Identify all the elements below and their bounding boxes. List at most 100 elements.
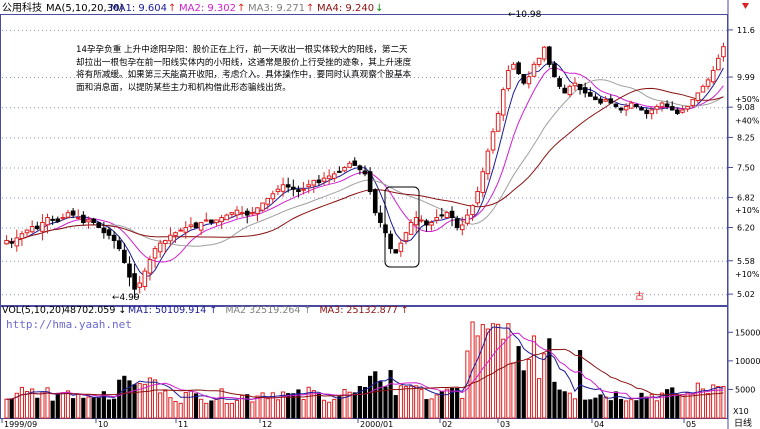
grid-dot [362,294,363,296]
candle-body [265,197,271,205]
candle-body [152,248,158,259]
candle-body [526,76,532,85]
grid-dot [94,227,95,229]
grid-dot [714,197,715,199]
grid-dot [10,167,11,169]
grid-dot [146,294,147,296]
grid-dot [382,77,383,79]
grid-dot [306,77,307,79]
grid-dot [190,77,191,79]
grid-dot [602,227,603,229]
volume-bar [14,392,19,419]
grid-dot [610,260,611,262]
candle-body [634,104,639,107]
volume-bar [475,335,480,419]
candle-body [40,221,45,232]
grid-dot [214,77,215,79]
grid-dot [698,227,699,229]
volume-bar [357,386,362,419]
candle-body [644,109,649,114]
grid-dot [130,260,131,262]
candle-body [296,189,301,193]
grid-dot [530,107,531,109]
volume-bar [485,328,490,419]
grid-dot [498,77,499,79]
grid-dot [566,197,567,199]
grid-dot [270,107,271,109]
candle-body [669,106,675,111]
grid-dot [66,227,67,229]
grid-dot [314,107,315,109]
grid-dot [714,294,715,296]
grid-dot [38,29,39,31]
grid-dot [338,197,339,199]
candle-body [541,46,547,60]
grid-dot [78,107,79,109]
candle-body [19,233,25,239]
grid-dot [126,137,127,139]
grid-dot [406,137,407,139]
grid-dot [230,260,231,262]
grid-dot [514,197,515,199]
grid-dot [34,29,35,31]
grid-dot [54,107,55,109]
grid-dot [334,167,335,169]
candle-body [316,179,322,184]
grid-dot [630,294,631,296]
grid-dot [706,167,707,169]
grid-dot [438,107,439,109]
grid-dot [682,137,683,139]
grid-dot [42,260,43,262]
grid-dot [234,137,235,139]
grid-dot [670,167,671,169]
grid-dot [318,197,319,199]
grid-dot [26,294,27,296]
candle-body [664,103,670,107]
grid-dot [622,294,623,296]
grid-dot [266,107,267,109]
grid-dot [174,294,175,296]
candle-body [291,186,296,190]
grid-dot [426,294,427,296]
grid-dot [290,167,291,169]
grid-dot [206,77,207,79]
grid-dot [350,77,351,79]
grid-dot [366,77,367,79]
volume-bar [168,397,173,419]
grid-dot [686,197,687,199]
percent-tick-label: +10% [735,270,760,279]
grid-dot [406,260,407,262]
grid-dot [18,107,19,109]
ma30-line [6,87,724,243]
grid-dot [74,294,75,296]
grid-dot [370,29,371,31]
grid-dot [254,29,255,31]
trend-arrow-icon: ↓ [375,3,383,14]
grid-dot [398,197,399,199]
grid-dot [110,107,111,109]
grid-dot [246,197,247,199]
candle-body [388,233,393,250]
candle-body [618,107,624,111]
grid-dot [562,260,563,262]
grid-dot [246,227,247,229]
grid-dot [66,29,67,31]
grid-dot [582,294,583,296]
grid-dot [694,227,695,229]
grid-dot [722,107,723,109]
volume-bar [132,384,137,419]
grid-dot [402,227,403,229]
grid-dot [570,137,571,139]
grid-dot [170,260,171,262]
grid-dot [606,77,607,79]
volume-bar [613,391,619,419]
grid-dot [334,197,335,199]
grid-dot [302,167,303,169]
grid-dot [182,137,183,139]
grid-dot [530,137,531,139]
grid-dot [218,29,219,31]
grid-dot [602,77,603,79]
grid-dot [114,294,115,296]
grid-dot [110,197,111,199]
grid-dot [374,137,375,139]
